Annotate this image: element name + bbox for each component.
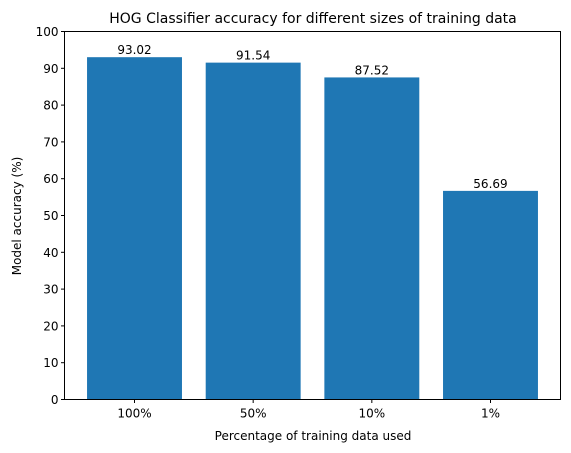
data-label-2: 87.52 (355, 63, 389, 77)
y-tick-label-6: 60 (43, 172, 58, 186)
data-label-0: 93.02 (117, 43, 151, 57)
data-label-3: 56.69 (473, 177, 507, 191)
bar-2 (324, 77, 420, 400)
y-tick-label-8: 80 (43, 99, 58, 113)
data-label-1: 91.54 (236, 49, 270, 63)
bar-3 (443, 190, 538, 400)
y-tick-label-10: 100 (36, 25, 59, 39)
y-axis-label: Model accuracy (%) (10, 157, 24, 276)
y-tick-label-0: 0 (51, 393, 59, 407)
x-tick-label-1: 50% (240, 407, 267, 421)
y-tick-label-9: 90 (43, 62, 58, 76)
y-tick-label-1: 10 (43, 356, 58, 370)
y-axis: 0 10 20 30 40 50 60 70 80 90 100 (36, 25, 65, 407)
chart-title: HOG Classifier accuracy for different si… (109, 11, 516, 27)
plot-area: 93.02 91.54 87.52 56.69 (64, 31, 561, 400)
bar-0 (87, 57, 182, 400)
x-tick-label-0: 100% (117, 407, 151, 421)
x-axis: 100% 50% 10% 1% (117, 399, 500, 421)
y-tick-label-3: 30 (43, 283, 58, 297)
y-tick-label-7: 70 (43, 135, 58, 149)
y-tick-label-5: 50 (43, 209, 58, 223)
x-tick-label-3: 1% (481, 407, 500, 421)
bar-1 (205, 62, 301, 400)
y-tick-label-2: 20 (43, 319, 58, 333)
x-axis-label: Percentage of training data used (215, 429, 412, 443)
y-tick-label-4: 40 (43, 246, 58, 260)
x-tick-label-2: 10% (358, 407, 385, 421)
